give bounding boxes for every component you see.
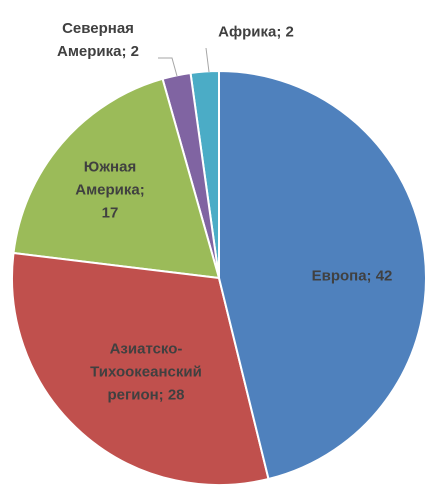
data-label: Северная Америка; 2 — [56, 20, 139, 60]
pie-slice — [12, 77, 221, 280]
data-label: Южная Америка; 17 — [75, 158, 145, 222]
pie-slice — [218, 69, 427, 481]
pie-slice — [11, 251, 270, 486]
data-label: Азиатско-Тихоокеанский регион; 28 — [90, 340, 202, 404]
leader-line — [158, 57, 178, 77]
data-label: Европа; 42 — [311, 267, 393, 285]
data-label: Африка; 2 — [218, 23, 294, 41]
leader-line — [205, 47, 210, 73]
